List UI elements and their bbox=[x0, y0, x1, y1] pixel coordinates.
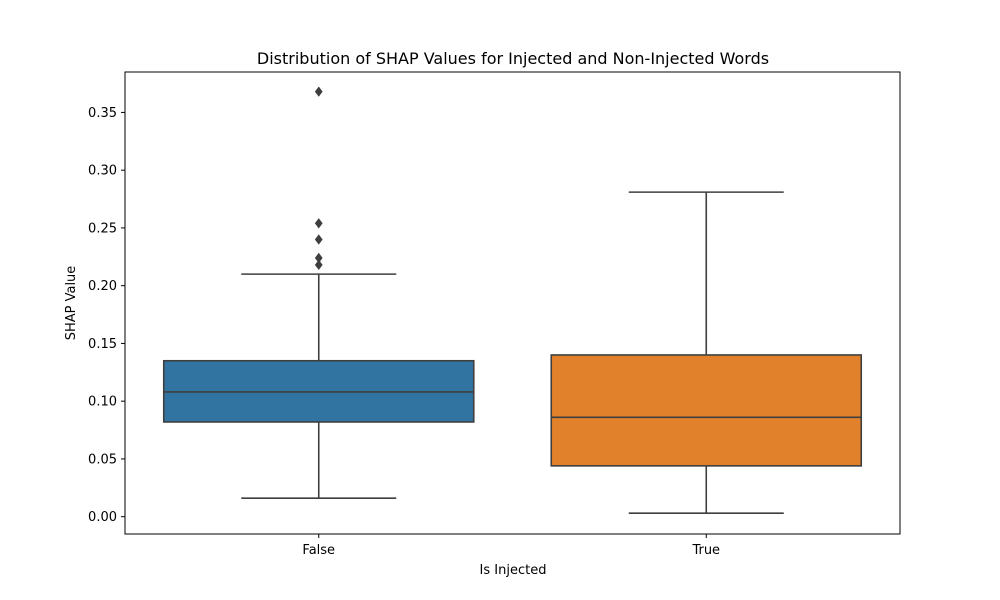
outlier-point bbox=[314, 234, 323, 245]
y-axis: 0.00 0.05 0.10 0.15 0.20 0.25 0.30 0.35 bbox=[88, 106, 125, 525]
x-axis-label: Is Injected bbox=[480, 563, 547, 578]
outlier-point bbox=[314, 259, 323, 271]
box-iqr bbox=[550, 354, 863, 467]
plot-area bbox=[162, 86, 863, 515]
box-group-false bbox=[162, 86, 475, 499]
chart-title: Distribution of SHAP Values for Injected… bbox=[257, 49, 769, 68]
x-axis: False True bbox=[302, 534, 720, 558]
x-tick-label: True bbox=[691, 543, 720, 558]
x-tick-label: False bbox=[302, 543, 335, 558]
y-tick-label: 0.05 bbox=[88, 452, 117, 467]
outlier-point bbox=[314, 218, 323, 229]
y-tick-label: 0.10 bbox=[88, 395, 117, 410]
outlier-point bbox=[314, 86, 323, 97]
plot-frame bbox=[124, 71, 901, 535]
y-tick-label: 0.00 bbox=[88, 510, 117, 525]
y-tick-label: 0.20 bbox=[88, 279, 117, 294]
y-tick-label: 0.15 bbox=[88, 337, 117, 352]
outlier-point bbox=[314, 252, 323, 264]
y-axis-label: SHAP Value bbox=[64, 266, 79, 341]
y-tick-label: 0.35 bbox=[88, 106, 117, 121]
box-group-true bbox=[550, 191, 863, 515]
y-tick-label: 0.25 bbox=[88, 221, 117, 236]
y-tick-label: 0.30 bbox=[88, 164, 117, 179]
